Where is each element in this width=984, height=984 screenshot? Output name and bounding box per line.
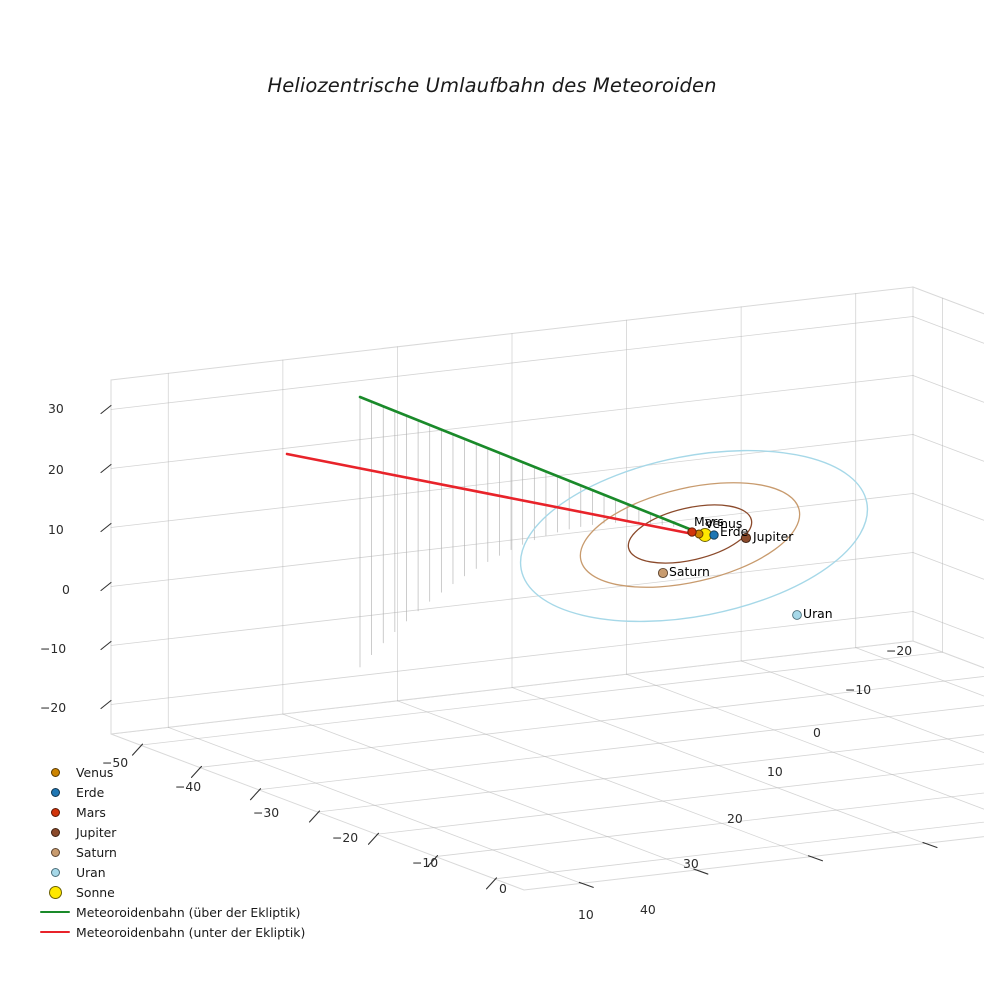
legend-marker-icon — [48, 885, 62, 899]
legend-item-label: Uran — [76, 864, 106, 880]
y-axis-tick-0: −20 — [886, 643, 913, 658]
legend-item-label: Venus — [76, 764, 114, 780]
legend-marker-key — [36, 885, 74, 899]
legend-line-swatch — [40, 930, 70, 934]
y-axis-tick-3: 10 — [767, 764, 783, 779]
legend-item-saturn[interactable]: Saturn — [36, 842, 336, 862]
planet-orbits — [519, 449, 869, 623]
legend-item-label: Meteoroidenbahn (unter der Ekliptik) — [76, 924, 306, 940]
axes-tickmarks — [100, 404, 938, 890]
z-axis-tick-0: 30 — [48, 401, 64, 416]
legend-item-label: Sonne — [76, 884, 115, 900]
legend-line-key — [36, 930, 74, 934]
legend-line-swatch — [40, 910, 70, 914]
legend-item-sonne[interactable]: Sonne — [36, 882, 336, 902]
legend-marker-icon — [50, 787, 60, 797]
legend-item-label: Erde — [76, 784, 105, 800]
legend-item-label: Jupiter — [76, 824, 117, 840]
legend-line-key — [36, 910, 74, 914]
body-label-uran: Uran — [803, 606, 833, 621]
legend-item-label: Saturn — [76, 844, 117, 860]
legend-marker-key — [36, 787, 74, 797]
y-axis-tick-6: 40 — [640, 902, 656, 917]
legend-item-meteoroidenbahn[interactable]: Meteoroidenbahn (unter der Ekliptik) — [36, 922, 336, 942]
meteoroid-trajectory — [285, 395, 700, 537]
legend-item-meteoroidenbahn[interactable]: Meteoroidenbahn (über der Ekliptik) — [36, 902, 336, 922]
chart-legend: Venus Erde Mars Jupiter Saturn Uran Sonne Meteo… — [36, 762, 336, 942]
z-axis-tick-4: −10 — [40, 641, 67, 656]
axes-gridlines — [110, 293, 984, 884]
legend-item-mars[interactable]: Mars — [36, 802, 336, 822]
page-title: Heliozentrische Umlaufbahn des Meteoroid… — [267, 74, 717, 97]
x-axis-tick-5: 0 — [499, 881, 507, 896]
legend-marker-key — [36, 807, 74, 817]
legend-item-label: Mars — [76, 804, 106, 820]
legend-item-uran[interactable]: Uran — [36, 862, 336, 882]
z-axis-tick-5: −20 — [40, 700, 67, 715]
z-axis-tick-2: 10 — [48, 522, 64, 537]
legend-marker-key — [36, 867, 74, 877]
y-axis-tick-5: 30 — [683, 856, 699, 871]
legend-marker-key — [36, 767, 74, 777]
x-axis-tick-2: −30 — [253, 805, 280, 820]
y-axis-tick-1: −10 — [845, 682, 872, 697]
x-axis-tick-4: −10 — [412, 855, 439, 870]
y-axis-tick-2: 0 — [813, 725, 821, 740]
z-axis-tick-3: 0 — [62, 582, 70, 597]
x-axis-tick-3: −20 — [332, 830, 359, 845]
legend-marker-icon — [50, 827, 60, 837]
legend-marker-icon — [50, 767, 60, 777]
legend-item-jupiter[interactable]: Jupiter — [36, 822, 336, 842]
legend-marker-icon — [50, 847, 60, 857]
body-label-venus: Venus — [705, 516, 743, 531]
legend-marker-key — [36, 847, 74, 857]
body-label-jupiter: Jupiter — [753, 529, 794, 544]
legend-marker-key — [36, 827, 74, 837]
legend-item-erde[interactable]: Erde — [36, 782, 336, 802]
legend-marker-icon — [50, 867, 60, 877]
solar-system-bodies — [657, 527, 802, 620]
legend-marker-icon — [50, 807, 60, 817]
x-axis-tick-1: −40 — [175, 779, 202, 794]
x-axis-tick-0: −50 — [102, 755, 129, 770]
body-label-saturn: Saturn — [669, 564, 710, 579]
legend-item-label: Meteoroidenbahn (über der Ekliptik) — [76, 904, 301, 920]
z-axis-tick-1: 20 — [48, 462, 64, 477]
legend-item-venus[interactable]: Venus — [36, 762, 336, 782]
body-label-mars: Mars — [694, 514, 724, 529]
y-axis-tick-4: 20 — [727, 811, 743, 826]
x-axis-tick-6: 10 — [578, 907, 594, 922]
body-label-erde: Erde — [720, 524, 749, 539]
